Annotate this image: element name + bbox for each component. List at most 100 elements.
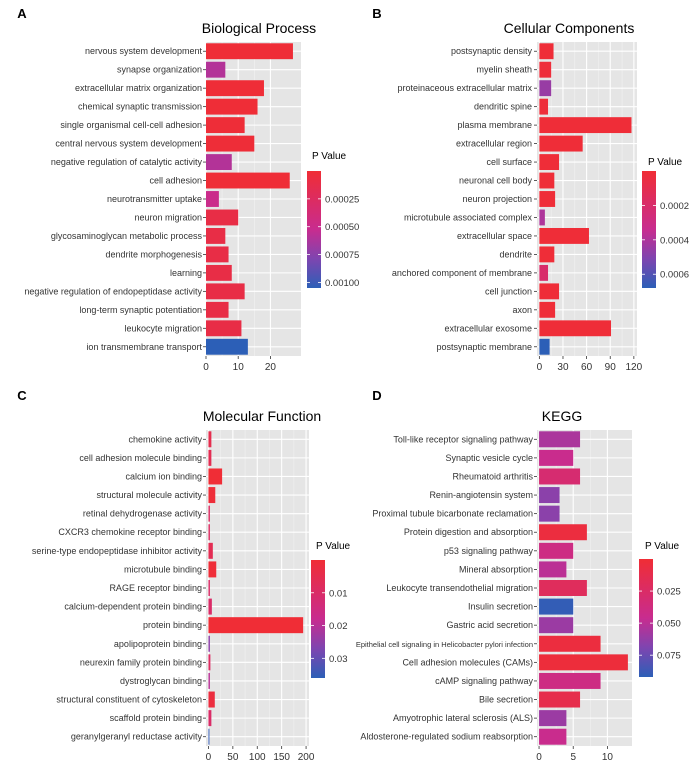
category-label: proteinaceous extracellular matrix	[397, 83, 532, 93]
bar	[208, 635, 210, 652]
category-label: scaffold protein binding	[110, 713, 202, 723]
category-label: retinal dehydrogenase activity	[83, 509, 203, 519]
bar	[208, 728, 210, 745]
legend-tick-label: 0.03	[329, 654, 348, 665]
category-label: Protein digestion and absorption	[404, 527, 533, 537]
bar	[539, 728, 567, 745]
category-label: Toll-like receptor signaling pathway	[393, 434, 533, 444]
category-label: neurotransmitter uptake	[107, 194, 202, 204]
bar	[206, 227, 226, 244]
legend-tick-label: 0.075	[657, 651, 681, 662]
category-label: postsynaptic density	[451, 46, 533, 56]
category-label: chemokine activity	[128, 434, 202, 444]
category-label: dendritic spine	[474, 102, 532, 112]
legend-title: P Value	[648, 157, 683, 168]
panel-c: C Molecular Function 0 50 100 150 200 chemokine…	[17, 388, 350, 763]
legend-tick-label: 0.050	[657, 619, 681, 630]
bar	[206, 43, 293, 60]
category-label: Renin-angiotensin system	[429, 490, 533, 500]
bar	[206, 338, 248, 355]
bar	[208, 542, 213, 559]
bar	[208, 561, 217, 578]
bar	[539, 468, 581, 485]
category-label: cAMP signaling pathway	[435, 676, 533, 686]
bar	[206, 154, 232, 171]
legend-tick-label: 0.0004	[660, 235, 689, 246]
legend-tick-label: 0.0006	[660, 270, 689, 281]
panel-letter: C	[17, 388, 27, 403]
category-label: dendrite	[499, 249, 532, 259]
category-label: negative regulation of endopeptidase act…	[24, 286, 202, 296]
bar	[206, 209, 239, 226]
category-label: Bile secretion	[479, 695, 533, 705]
bar	[539, 635, 601, 652]
category-label: synapse organization	[117, 65, 202, 75]
bar	[539, 264, 549, 281]
category-label: p53 signaling pathway	[444, 546, 534, 556]
category-label: Gastric acid secretion	[446, 620, 533, 630]
category-label: plasma membrane	[457, 120, 532, 130]
bar	[208, 691, 215, 708]
bar	[206, 320, 242, 337]
category-label: Leukocyte transendothelial migration	[386, 583, 533, 593]
legend-tick-label: 0.00050	[325, 222, 359, 233]
bar	[539, 598, 574, 615]
x-tick-label: 10	[602, 752, 614, 763]
category-label: neuronal cell body	[459, 176, 533, 186]
x-tick-label: 90	[605, 362, 617, 373]
bar	[539, 43, 554, 60]
panel-title: Molecular Function	[203, 408, 321, 424]
bar	[539, 80, 552, 97]
x-tick-label: 30	[557, 362, 569, 373]
x-tick-label: 10	[233, 362, 245, 373]
bar	[206, 172, 290, 189]
bar	[539, 617, 574, 634]
bar	[208, 580, 210, 596]
category-label: Rheumatoid arthritis	[452, 471, 533, 481]
category-label: anchored component of membrane	[392, 268, 532, 278]
legend-tick-label: 0.01	[329, 588, 348, 599]
category-label: Mineral absorption	[459, 564, 533, 574]
legend-tick-label: 0.00075	[325, 250, 359, 261]
category-label: Aldosterone-regulated sodium reabsorptio…	[360, 732, 533, 742]
bar	[539, 580, 587, 596]
bar	[539, 505, 560, 522]
x-tick-label: 0	[537, 362, 543, 373]
x-tick-label: 20	[265, 362, 277, 373]
bar	[539, 135, 583, 152]
x-tick-label: 150	[273, 752, 290, 763]
panel-d: D KEGG 0 5 10 Toll-like receptor signaling pa…	[356, 388, 681, 763]
bar	[206, 80, 264, 97]
category-label: serine-type endopeptidase inhibitor acti…	[32, 546, 203, 556]
bar	[206, 117, 245, 134]
category-label: single organismal cell-cell adhesion	[60, 120, 202, 130]
bar	[539, 283, 560, 300]
panel-b: B Cellular Components 0 30 60 90 120 postsynapt…	[372, 6, 689, 373]
x-tick-label: 120	[626, 362, 643, 373]
category-label: ion transmembrane transport	[86, 342, 202, 352]
category-label: protein binding	[143, 620, 202, 630]
panel-title: Biological Process	[202, 20, 316, 36]
legend-title: P Value	[312, 151, 347, 162]
bar	[539, 654, 628, 671]
category-label: neurexin family protein binding	[80, 657, 202, 667]
category-label: Synaptic vesicle cycle	[445, 453, 533, 463]
legend-tick-label: 0.00025	[325, 194, 359, 205]
category-label: Proximal tubule bicarbonate reclamation	[372, 509, 533, 519]
panel-a: A Biological Process 0 10 20 nervous system d…	[17, 6, 359, 373]
bar	[206, 283, 245, 300]
bar	[539, 672, 601, 689]
category-label: structural constituent of cytoskeleton	[56, 695, 202, 705]
category-label: cell adhesion	[149, 176, 202, 186]
bar	[539, 301, 556, 318]
panel-letter: B	[372, 6, 381, 21]
bar	[539, 172, 555, 189]
bar	[206, 264, 232, 281]
category-label: Cell adhesion molecules (CAMs)	[402, 657, 533, 667]
bar	[206, 98, 258, 115]
bar	[539, 338, 550, 355]
x-tick-label: 5	[570, 752, 576, 763]
bar	[206, 246, 229, 263]
bar	[208, 672, 210, 689]
